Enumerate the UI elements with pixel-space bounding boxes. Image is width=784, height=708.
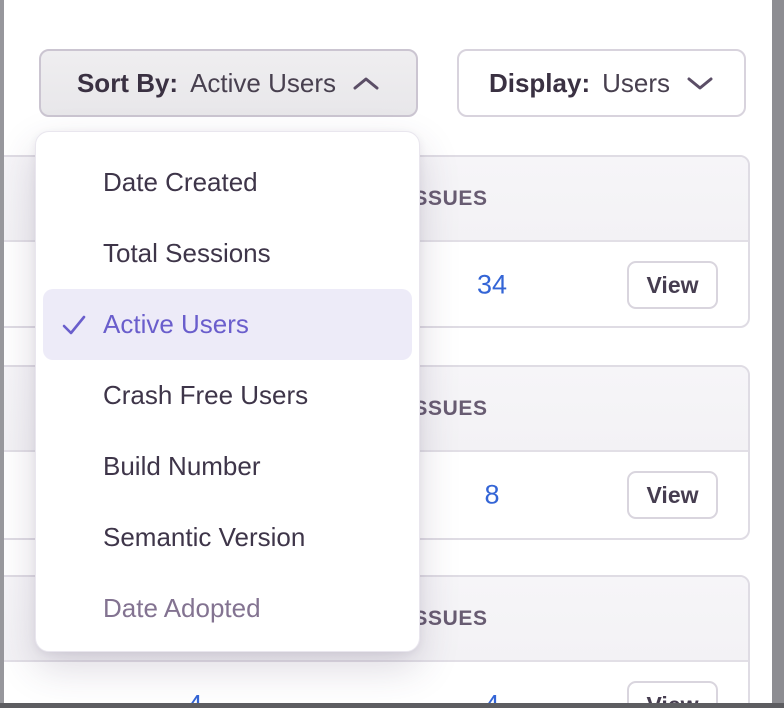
window-border-bottom [0,703,784,708]
menu-item-date-created[interactable]: Date Created [43,147,412,218]
sort-by-label: Sort By: [76,67,179,98]
chevron-up-icon [353,77,379,89]
release-card-1-row: 34 View [0,242,748,328]
menu-item-active-users[interactable]: Active Users [43,289,412,360]
menu-item-date-adopted[interactable]: Date Adopted [43,573,412,644]
issues-count-link[interactable]: 8 [484,479,500,510]
release-card-3-row: 4 4 View [0,662,748,708]
menu-item-label: Date Adopted [103,593,261,623]
menu-item-label: Active Users [103,309,249,339]
menu-item-label: Build Number [103,451,261,481]
issues-count-link[interactable]: 34 [476,269,508,300]
menu-item-label: Total Sessions [103,238,271,268]
check-icon [62,315,86,334]
release-card-2-row: 8 View [0,452,748,538]
menu-item-total-sessions[interactable]: Total Sessions [43,218,412,289]
menu-item-label: Crash Free Users [103,380,309,410]
menu-item-crash-free-users[interactable]: Crash Free Users [43,360,412,431]
menu-item-build-number[interactable]: Build Number [43,431,412,502]
display-button[interactable]: Display: Users [457,49,746,117]
issues-column-header: ISSUES [407,186,488,210]
issues-column-header: ISSUES [407,606,488,630]
view-button[interactable]: View [627,261,718,309]
display-value: Users [602,67,671,98]
menu-item-label: Date Created [103,167,258,197]
window-border-left [0,0,4,708]
issues-column-header: ISSUES [407,396,488,420]
sort-by-button[interactable]: Sort By: Active Users [39,49,418,117]
window-border-right [772,0,784,708]
view-button[interactable]: View [627,471,718,519]
menu-item-label: Semantic Version [103,522,306,552]
display-label: Display: [488,67,591,98]
chevron-down-icon [687,77,713,89]
menu-item-semantic-version[interactable]: Semantic Version [43,502,412,573]
sort-by-menu: Date Created Total Sessions Active Users… [35,131,420,652]
sort-by-value: Active Users [190,67,337,98]
